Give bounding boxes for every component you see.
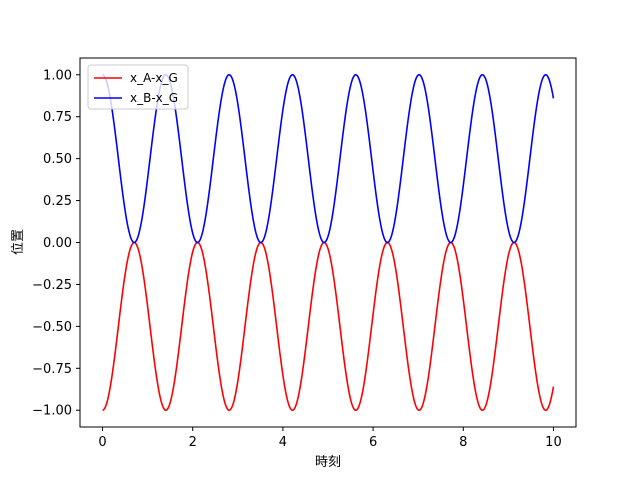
x-tick-label: 0 [98,435,106,450]
plot-area [102,73,555,412]
plot-frame [79,57,577,428]
y-tick-label: −0.25 [32,278,72,293]
x-tick-label: 6 [369,435,377,450]
axis-ticks: 0 2 4 6 8 10 −1.00 −0.75 −0.50 −0.25 0.00 0.25 0.50 0… [32,68,562,450]
y-tick-label: 0.25 [43,194,72,209]
y-axis-label: 位置 [11,229,26,255]
y-tick-label: 1.00 [43,68,72,83]
x-tick-label: 4 [279,435,287,450]
y-tick-label: −0.75 [32,362,72,377]
series-line-xb-xg [102,73,555,244]
series-line-xa-xg [102,241,555,412]
x-axis-label: 時刻 [315,455,341,470]
y-tick-label: 0.50 [43,152,72,167]
x-tick-label: 8 [459,435,467,450]
y-tick-label: −0.50 [32,320,72,335]
x-tick-label: 10 [545,435,562,450]
y-tick-label: 0.00 [43,236,72,251]
legend: x_A-x_G x_B-x_G [87,64,189,110]
y-tick-label: −1.00 [32,404,72,419]
x-tick-label: 2 [189,435,197,450]
legend-label: x_B-x_G [130,91,178,105]
legend-label: x_A-x_G [130,71,178,85]
y-tick-label: 0.75 [43,110,72,125]
